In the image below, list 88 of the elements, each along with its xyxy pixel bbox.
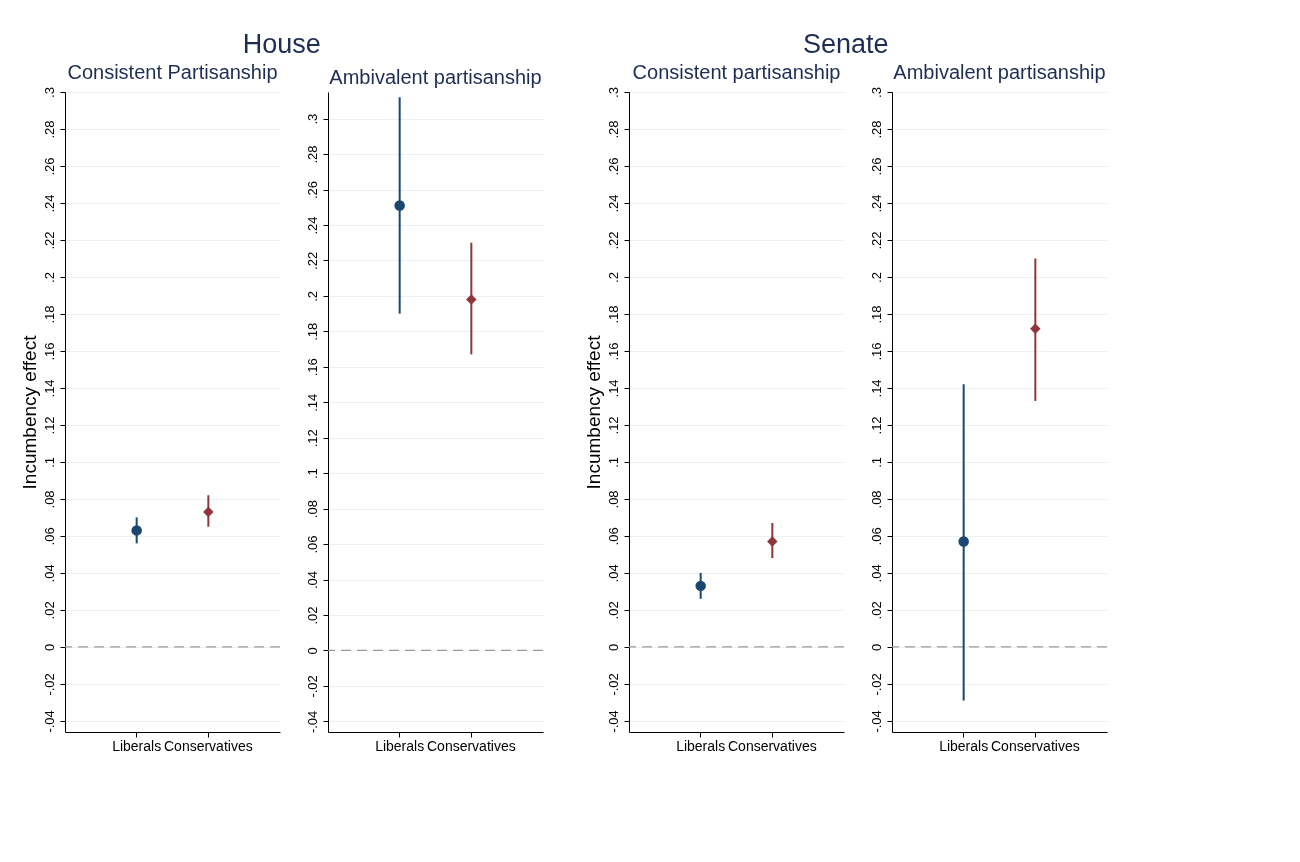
y-tick-label: .16 [868,342,884,361]
x-tick-label: Liberals [112,737,162,754]
y-axis-title: Incumbency effect [582,334,604,490]
y-tick-label: .08 [304,500,320,519]
y-tick-label: .28 [304,145,320,164]
y-tick-label: .2 [605,272,621,283]
y-tick-label: .08 [868,490,884,509]
y-tick-label: .14 [605,379,621,398]
y-tick-label: .12 [605,416,621,435]
y-tick-label: -.02 [868,673,884,696]
y-tick-label: .24 [868,194,884,213]
y-tick-label: .02 [605,601,621,620]
x-tick-label: Conservatives [990,737,1080,754]
y-tick-label: .2 [304,290,320,302]
y-tick-label: .16 [41,342,57,361]
y-tick-label: -.02 [41,673,57,696]
y-tick-label: -.04 [868,710,884,733]
y-tick-label: .18 [304,322,320,341]
y-tick-label: .08 [605,490,621,509]
y-tick-label: .1 [41,457,57,468]
y-tick-label: .14 [304,393,320,412]
y-tick-label: .22 [605,231,621,250]
x-tick-label: Liberals [939,737,989,754]
y-tick-label: .22 [41,231,57,250]
y-tick-label: .18 [605,305,621,324]
y-tick-label: .26 [41,157,57,176]
y-tick-label: -.04 [605,710,621,733]
y-tick-label: .24 [304,216,320,235]
y-tick-label: .28 [41,120,57,139]
y-tick-label: .1 [304,468,320,480]
y-tick-label: .12 [41,416,57,435]
y-tick-label: -.02 [605,673,621,696]
x-tick-label: Liberals [375,737,425,754]
chart-subtitle: Ambivalent partisanship [893,60,1106,83]
y-tick-label: .24 [605,194,621,213]
y-tick-label: .14 [868,379,884,398]
y-tick-label: .22 [304,251,320,270]
y-tick-label: .14 [41,379,57,398]
y-tick-label: .06 [41,527,57,546]
y-tick-label: 0 [41,643,57,652]
y-tick-label: .02 [304,606,320,625]
x-tick-label: Liberals [676,737,726,754]
y-tick-label: -.04 [41,710,57,733]
y-tick-label: .1 [605,457,621,468]
y-tick-label: 0 [304,647,320,655]
y-tick-label: -.04 [304,710,320,734]
y-tick-label: .04 [868,564,884,583]
y-tick-label: .26 [304,180,320,200]
y-tick-label: .3 [605,87,621,98]
y-tick-label: .18 [41,305,57,324]
y-tick-label: .04 [41,564,57,583]
chart-subtitle: Consistent Partisanship [67,60,278,83]
y-tick-label: .2 [868,272,884,283]
y-tick-label: .16 [304,358,320,377]
y-tick-label: .1 [868,457,884,468]
y-tick-label: .12 [304,429,320,448]
y-tick-label: .24 [41,194,57,213]
y-tick-label: .08 [41,490,57,509]
y-tick-label: 0 [605,643,621,652]
y-tick-label: .06 [868,527,884,546]
y-tick-label: .26 [605,157,621,176]
y-tick-label: .04 [304,571,320,590]
chart-title: House [242,28,321,59]
y-tick-label: .28 [605,120,621,139]
y-tick-label: .3 [304,113,320,125]
y-tick-label: .02 [868,601,884,620]
y-tick-label: .12 [868,416,884,435]
y-tick-label: .16 [605,342,621,361]
y-tick-label: .18 [868,305,884,324]
chart-title: Senate [803,28,889,59]
chart-subtitle: Consistent partisanship [632,60,841,83]
y-tick-label: .3 [41,87,57,98]
y-tick-label: .3 [868,87,884,98]
y-tick-label: .06 [304,535,320,554]
y-tick-label: -.02 [304,675,320,698]
y-tick-label: 0 [868,643,884,652]
x-tick-label: Conservatives [163,737,253,754]
y-tick-label: .06 [605,527,621,546]
y-tick-label: .28 [868,120,884,139]
y-tick-label: .2 [41,272,57,283]
y-tick-label: .22 [868,231,884,250]
x-tick-label: Conservatives [426,737,516,754]
x-tick-label: Conservatives [727,737,817,754]
chart-subtitle: Ambivalent partisanship [329,66,542,88]
y-tick-label: .26 [868,157,884,176]
y-tick-label: .04 [605,564,621,583]
y-tick-label: .02 [41,601,57,620]
y-axis-title: Incumbency effect [18,334,40,490]
